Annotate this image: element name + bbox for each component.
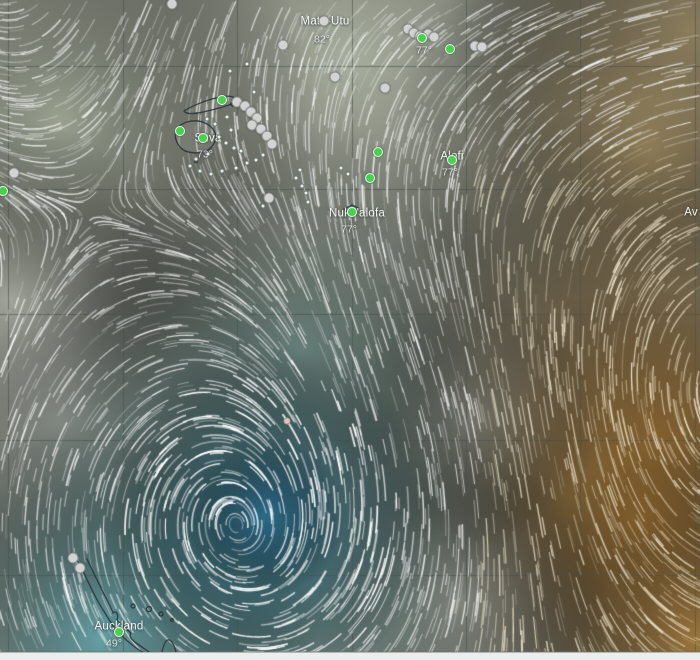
report-dot[interactable] bbox=[260, 203, 266, 209]
station-marker-green[interactable] bbox=[0, 186, 8, 196]
map-bottom-edge bbox=[0, 652, 700, 660]
station-marker-gray[interactable] bbox=[379, 82, 391, 94]
report-dot[interactable] bbox=[303, 190, 309, 196]
report-marker-pink[interactable] bbox=[283, 417, 291, 425]
temperature-value: 77° bbox=[442, 166, 458, 179]
station-marker-green[interactable] bbox=[114, 627, 124, 637]
station-marker-gray[interactable] bbox=[476, 41, 488, 53]
report-dot[interactable] bbox=[305, 199, 311, 205]
station-marker-green[interactable] bbox=[417, 33, 427, 43]
station-marker-gray[interactable] bbox=[277, 39, 289, 51]
report-dot[interactable] bbox=[208, 171, 214, 177]
temperature-value: 82° bbox=[314, 33, 330, 46]
report-dot[interactable] bbox=[251, 89, 257, 95]
report-dot[interactable] bbox=[244, 160, 250, 166]
station-marker-gray[interactable] bbox=[329, 71, 341, 83]
report-dot[interactable] bbox=[204, 116, 210, 122]
temperature-value: 49° bbox=[106, 637, 122, 650]
city-temperature-apia-temp[interactable]: 77° bbox=[416, 42, 432, 56]
report-dot[interactable] bbox=[345, 171, 351, 177]
station-marker-gray[interactable] bbox=[74, 562, 86, 574]
city-temperature-nukualofa[interactable]: 77° bbox=[341, 221, 357, 235]
station-marker-gray[interactable] bbox=[318, 15, 330, 27]
report-dot[interactable] bbox=[244, 61, 250, 67]
station-marker-green[interactable] bbox=[198, 133, 208, 143]
report-dot[interactable] bbox=[231, 145, 237, 151]
station-marker-gray[interactable] bbox=[8, 167, 20, 179]
station-marker-green[interactable] bbox=[373, 147, 383, 157]
city-name: Nuku'alofa bbox=[329, 207, 385, 220]
city-temperature-auckland[interactable]: 49° bbox=[106, 635, 122, 649]
city-label-auckland[interactable]: Auckland bbox=[95, 621, 144, 633]
city-temperature-mata-utu[interactable]: 82° bbox=[314, 31, 330, 45]
report-dot[interactable] bbox=[253, 157, 259, 163]
report-dot[interactable] bbox=[212, 121, 218, 127]
report-dot[interactable] bbox=[224, 114, 230, 120]
station-marker-green[interactable] bbox=[447, 155, 457, 165]
city-label-avarua-clipped[interactable]: Av bbox=[684, 207, 698, 219]
city-name: Av bbox=[684, 206, 698, 219]
temperature-value: 77° bbox=[341, 223, 357, 236]
station-marker-green[interactable] bbox=[175, 126, 185, 136]
station-marker-gray[interactable] bbox=[266, 138, 278, 150]
report-dot[interactable] bbox=[338, 165, 344, 171]
report-dot[interactable] bbox=[299, 183, 305, 189]
report-dot[interactable] bbox=[227, 68, 233, 74]
report-dot[interactable] bbox=[293, 175, 299, 181]
city-temperature-suva[interactable]: 73° bbox=[197, 146, 213, 160]
report-dot[interactable] bbox=[228, 127, 234, 133]
city-temperature-alofi[interactable]: 77° bbox=[442, 164, 458, 178]
station-marker-green[interactable] bbox=[347, 207, 357, 217]
report-dot[interactable] bbox=[233, 165, 239, 171]
report-dot[interactable] bbox=[219, 168, 225, 174]
report-dot[interactable] bbox=[216, 134, 222, 140]
report-dot[interactable] bbox=[238, 148, 244, 154]
station-marker-gray[interactable] bbox=[263, 192, 275, 204]
station-marker-gray[interactable] bbox=[67, 552, 79, 564]
report-dot[interactable] bbox=[260, 152, 266, 158]
city-label-nukualofa[interactable]: Nuku'alofa bbox=[329, 208, 385, 220]
report-dot[interactable] bbox=[205, 151, 211, 157]
temperature-value: 77° bbox=[416, 44, 432, 57]
station-marker-green[interactable] bbox=[217, 95, 227, 105]
report-dot[interactable] bbox=[187, 163, 193, 169]
station-marker-gray[interactable] bbox=[245, 106, 257, 118]
station-marker-green[interactable] bbox=[445, 44, 455, 54]
temperature-value: 73° bbox=[197, 149, 213, 160]
station-marker-gray[interactable] bbox=[255, 123, 267, 135]
report-dot[interactable] bbox=[223, 140, 229, 146]
station-marker-green[interactable] bbox=[365, 173, 375, 183]
station-marker-gray[interactable] bbox=[428, 31, 440, 43]
report-dot[interactable] bbox=[193, 156, 199, 162]
station-marker-gray[interactable] bbox=[239, 100, 251, 112]
station-marker-gray[interactable] bbox=[166, 0, 178, 10]
report-dot[interactable] bbox=[197, 168, 203, 174]
report-dot[interactable] bbox=[297, 167, 303, 173]
city-name: Auckland bbox=[95, 621, 144, 633]
